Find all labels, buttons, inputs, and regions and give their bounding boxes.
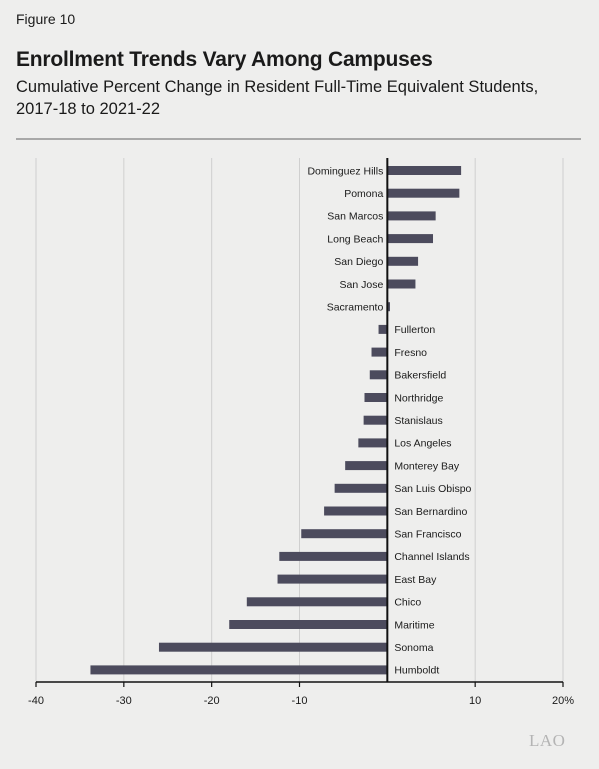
x-tick-label: -20	[204, 695, 220, 707]
bar	[277, 574, 388, 584]
bar	[369, 370, 388, 380]
category-label: Fullerton	[394, 324, 435, 336]
x-tick-label: 10	[469, 695, 481, 707]
category-label: Dominguez Hills	[307, 165, 383, 177]
category-label: Sonoma	[394, 642, 433, 654]
title-divider	[16, 138, 581, 140]
bar	[358, 438, 388, 448]
x-tick-label: -40	[28, 695, 44, 707]
bar	[229, 620, 388, 629]
category-label: Fresno	[394, 347, 427, 359]
bar	[158, 642, 388, 652]
bar	[246, 597, 388, 607]
bar	[279, 551, 388, 561]
bar	[324, 506, 388, 516]
category-label: Northridge	[394, 392, 443, 404]
chart-subtitle: Cumulative Percent Change in Resident Fu…	[16, 78, 539, 118]
bar	[363, 415, 388, 425]
bar	[90, 665, 388, 675]
bar	[387, 234, 434, 244]
bar	[387, 256, 419, 266]
bar	[378, 324, 388, 334]
bar	[364, 393, 388, 402]
category-label: East Bay	[394, 574, 437, 586]
category-labels: Dominguez Hills Pomona San Marcos Long Beac…	[307, 165, 471, 676]
category-label: Humboldt	[394, 665, 439, 677]
category-label: Stanislaus	[394, 415, 442, 427]
category-label: San Diego	[334, 256, 383, 268]
bars	[90, 166, 462, 675]
bar	[387, 302, 390, 312]
bar	[301, 529, 388, 539]
category-label: San Jose	[340, 279, 384, 291]
bar	[387, 166, 462, 175]
category-label: Long Beach	[327, 233, 383, 245]
category-label: San Marcos	[327, 211, 383, 223]
bar	[387, 188, 460, 198]
category-label: Maritime	[394, 619, 434, 631]
category-label: Los Angeles	[394, 438, 451, 450]
bar	[345, 461, 388, 471]
category-label: San Bernardino	[394, 506, 467, 518]
category-label: Pomona	[344, 188, 383, 200]
gridlines	[35, 158, 564, 682]
x-tick-label: 20%	[552, 695, 574, 707]
category-label: San Francisco	[394, 529, 461, 541]
bar	[371, 347, 388, 357]
x-axis: -40 -30 -20 -10 10 20%	[28, 158, 574, 707]
bar	[334, 483, 388, 493]
bar	[387, 279, 416, 289]
category-label: San Luis Obispo	[394, 483, 471, 495]
category-label: Channel Islands	[394, 551, 469, 563]
bar	[387, 211, 436, 221]
category-label: Sacramento	[327, 302, 384, 314]
figure-label: Figure 10	[16, 11, 76, 27]
x-tick-label: -10	[292, 695, 308, 707]
lao-logo: LAO	[529, 731, 566, 750]
category-label: Bakersfield	[394, 370, 446, 382]
chart-title: Enrollment Trends Vary Among Campuses	[16, 48, 433, 71]
category-label: Monterey Bay	[394, 460, 460, 472]
x-tick-label: -30	[116, 695, 132, 707]
category-label: Chico	[394, 597, 421, 609]
